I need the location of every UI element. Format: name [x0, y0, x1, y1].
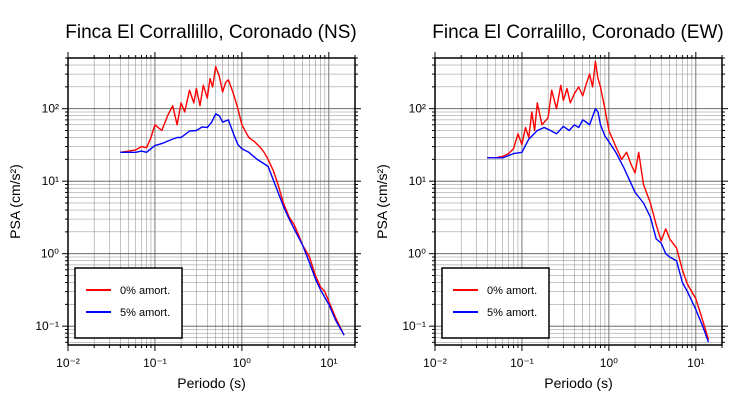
x-axis-label: Periodo (s): [544, 375, 612, 391]
y-tick-label: 10²: [42, 102, 59, 116]
x-tick-label: 10⁰: [233, 356, 251, 370]
y-tick-label: 10⁰: [41, 247, 59, 261]
y-tick-label: 10⁰: [408, 247, 426, 261]
series-line: [487, 60, 710, 340]
axis-ticks: [62, 52, 361, 351]
x-tick-labels: 10⁻² 10⁻¹ 10⁰ 10¹: [423, 356, 704, 370]
x-tick-label: 10⁻²: [423, 356, 447, 370]
chart-title: Finca El Corralillo, Coronado (EW): [432, 22, 723, 43]
y-tick-label: 10⁻¹: [402, 319, 426, 333]
series-group: [120, 65, 345, 336]
y-tick-labels: 10⁻¹ 10⁰ 10¹ 10²: [402, 102, 426, 334]
x-tick-label: 10⁻¹: [143, 356, 167, 370]
axis-ticks: [429, 52, 728, 351]
series-line: [120, 65, 345, 336]
y-tick-label: 10¹: [42, 174, 59, 188]
chart-title: Finca El Corrallillo, Coronado (NS): [65, 22, 356, 43]
x-tick-label: 10⁻²: [56, 356, 80, 370]
chart-panel-ew: Finca El Corralillo, Coronado (EW) 10⁻² …: [374, 22, 728, 391]
x-tick-label: 10⁰: [600, 356, 618, 370]
legend: 0% amort. 5% amort.: [74, 267, 183, 339]
legend: 0% amort. 5% amort.: [441, 267, 550, 339]
legend-box: [441, 267, 550, 339]
legend-label: 0% amort.: [487, 285, 537, 297]
plot-frame: [67, 57, 356, 346]
x-tick-label: 10¹: [687, 356, 704, 370]
y-tick-labels: 10⁻¹ 10⁰ 10¹ 10²: [35, 102, 59, 334]
y-tick-label: 10²: [409, 102, 426, 116]
y-tick-label: 10⁻¹: [35, 319, 59, 333]
grid: [67, 57, 356, 345]
chart-panel-ns: Finca El Corrallillo, Coronado (NS) 10⁻²…: [7, 22, 361, 391]
legend-label: 5% amort.: [487, 307, 537, 319]
grid: [434, 57, 723, 345]
series-line: [120, 113, 345, 336]
x-tick-label: 10⁻¹: [510, 356, 534, 370]
x-tick-labels: 10⁻² 10⁻¹ 10⁰ 10¹: [56, 356, 337, 370]
legend-label: 5% amort.: [120, 307, 170, 319]
x-axis-label: Periodo (s): [177, 375, 245, 391]
series-group: [487, 60, 710, 343]
series-line: [487, 107, 710, 343]
legend-box: [74, 267, 183, 339]
y-axis-label: PSA (cm/s²): [7, 164, 23, 239]
y-tick-label: 10¹: [409, 174, 426, 188]
x-tick-label: 10¹: [320, 356, 337, 370]
plot-frame: [434, 57, 723, 346]
legend-label: 0% amort.: [120, 285, 170, 297]
y-axis-label: PSA (cm/s²): [374, 164, 390, 239]
